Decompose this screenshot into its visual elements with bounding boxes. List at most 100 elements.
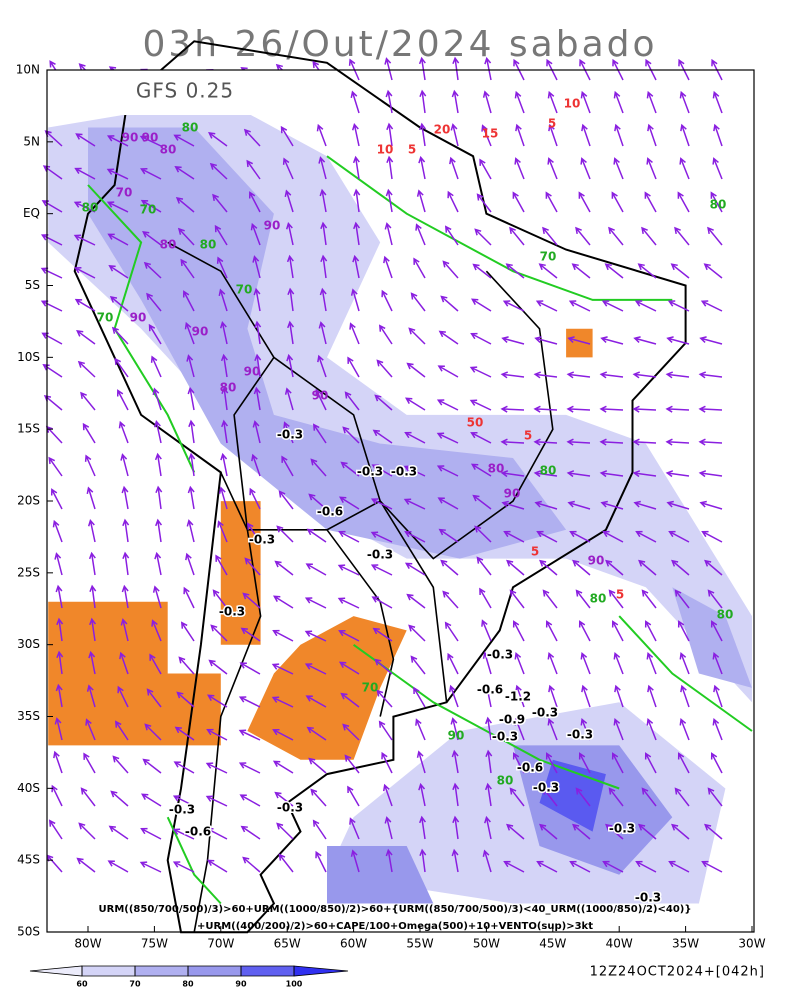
wind-arrow [384,816,393,840]
wind-arrow [76,330,96,345]
wind-arrow [646,652,657,675]
wind-arrow [351,122,360,147]
model-label: GFS 0.25 [136,79,234,103]
wind-arrow [437,497,459,510]
colorbar-segment [293,965,349,977]
wind-arrow [88,650,96,675]
wind-arrow [385,89,393,114]
wind-arrow [182,290,195,312]
wind-arrow [212,193,228,213]
lon-label: 30W [738,937,765,951]
wind-arrow [254,320,262,345]
wind-arrow [272,728,294,741]
wind-arrow [155,485,163,510]
green-contour [353,643,620,790]
wind-arrow [403,498,426,510]
wind-arrow [220,452,228,477]
wind-arrow [600,336,624,345]
colorbar-label: 90 [235,980,247,989]
wind-arrow [278,490,294,510]
contour-label: 20 [434,123,451,137]
wind-arrow [698,470,723,478]
wind-arrow [306,726,327,741]
wind-arrow [602,860,624,873]
wind-arrow [469,399,492,411]
wind-arrow [304,597,327,609]
wind-arrow [712,652,723,675]
wind-arrow [542,589,558,609]
humidity-shade [672,587,752,688]
wind-arrow [238,762,261,774]
wind-arrow [515,123,525,147]
wind-arrow [469,366,492,378]
wind-arrow [174,726,195,741]
wind-arrow [514,652,525,675]
wind-arrow [174,165,195,180]
contour-label: 5 [548,117,556,131]
contour-label: -0.3 [367,548,393,562]
wind-arrow [611,191,624,213]
wind-arrow [154,452,162,477]
wind-arrow [82,422,96,444]
wind-arrow [40,234,63,246]
wind-arrow [599,405,624,413]
wind-arrow [452,782,460,807]
wind-arrow [632,438,657,446]
wind-arrow [183,586,195,609]
green-contour [618,615,753,732]
wind-arrow [665,438,690,446]
lon-label: 55W [406,937,433,951]
wind-arrow [444,621,459,642]
wind-arrow [578,620,591,642]
wind-arrow [338,661,360,675]
wind-arrow [385,848,393,873]
wind-arrow [172,795,195,807]
wind-arrow [214,224,228,246]
wind-arrow [89,617,97,642]
wind-arrow [567,500,591,510]
wind-arrow [604,263,624,279]
wind-arrow [282,157,294,180]
wind-arrow [378,324,393,345]
wind-arrow [221,386,229,411]
wind-arrow [310,788,327,807]
contour-label: 5 [524,429,532,443]
wind-arrow [440,295,459,312]
wind-arrow [674,589,690,609]
wind-arrow [55,683,63,708]
wind-arrow [605,559,624,576]
wind-arrow [385,188,393,213]
wind-arrow [347,356,360,378]
wind-arrow [272,760,294,774]
wind-arrow [319,188,327,213]
wind-arrow [338,530,360,543]
wind-arrow [605,823,624,840]
wind-arrow [415,223,426,246]
legend-line-1: URM((850/700/500)/3)>60+URM((1000/850)/2… [99,904,692,915]
contour-label: 90 [122,131,139,145]
wind-arrow [608,787,624,807]
wind-arrow [472,263,492,279]
wind-arrow [54,552,63,576]
wind-arrow [120,453,129,477]
wind-arrow [415,718,426,741]
wind-arrow [84,454,96,477]
wind-arrow [281,455,294,477]
wind-arrow [701,860,723,873]
contour-label: 70 [236,283,253,297]
wind-arrow [599,371,624,379]
wind-arrow [578,191,591,213]
wind-arrow [707,226,723,246]
wind-arrow [315,850,327,873]
wind-arrow [146,688,162,708]
humidity-shade [327,846,434,904]
wind-arrow [186,354,195,378]
wind-arrow [372,429,393,444]
wind-arrow [580,90,591,114]
wind-arrow [501,500,525,510]
contour-label: 5 [616,588,624,602]
colorbar-label: 60 [76,980,88,989]
lon-label: 70W [207,937,234,951]
wind-arrow [410,655,426,675]
